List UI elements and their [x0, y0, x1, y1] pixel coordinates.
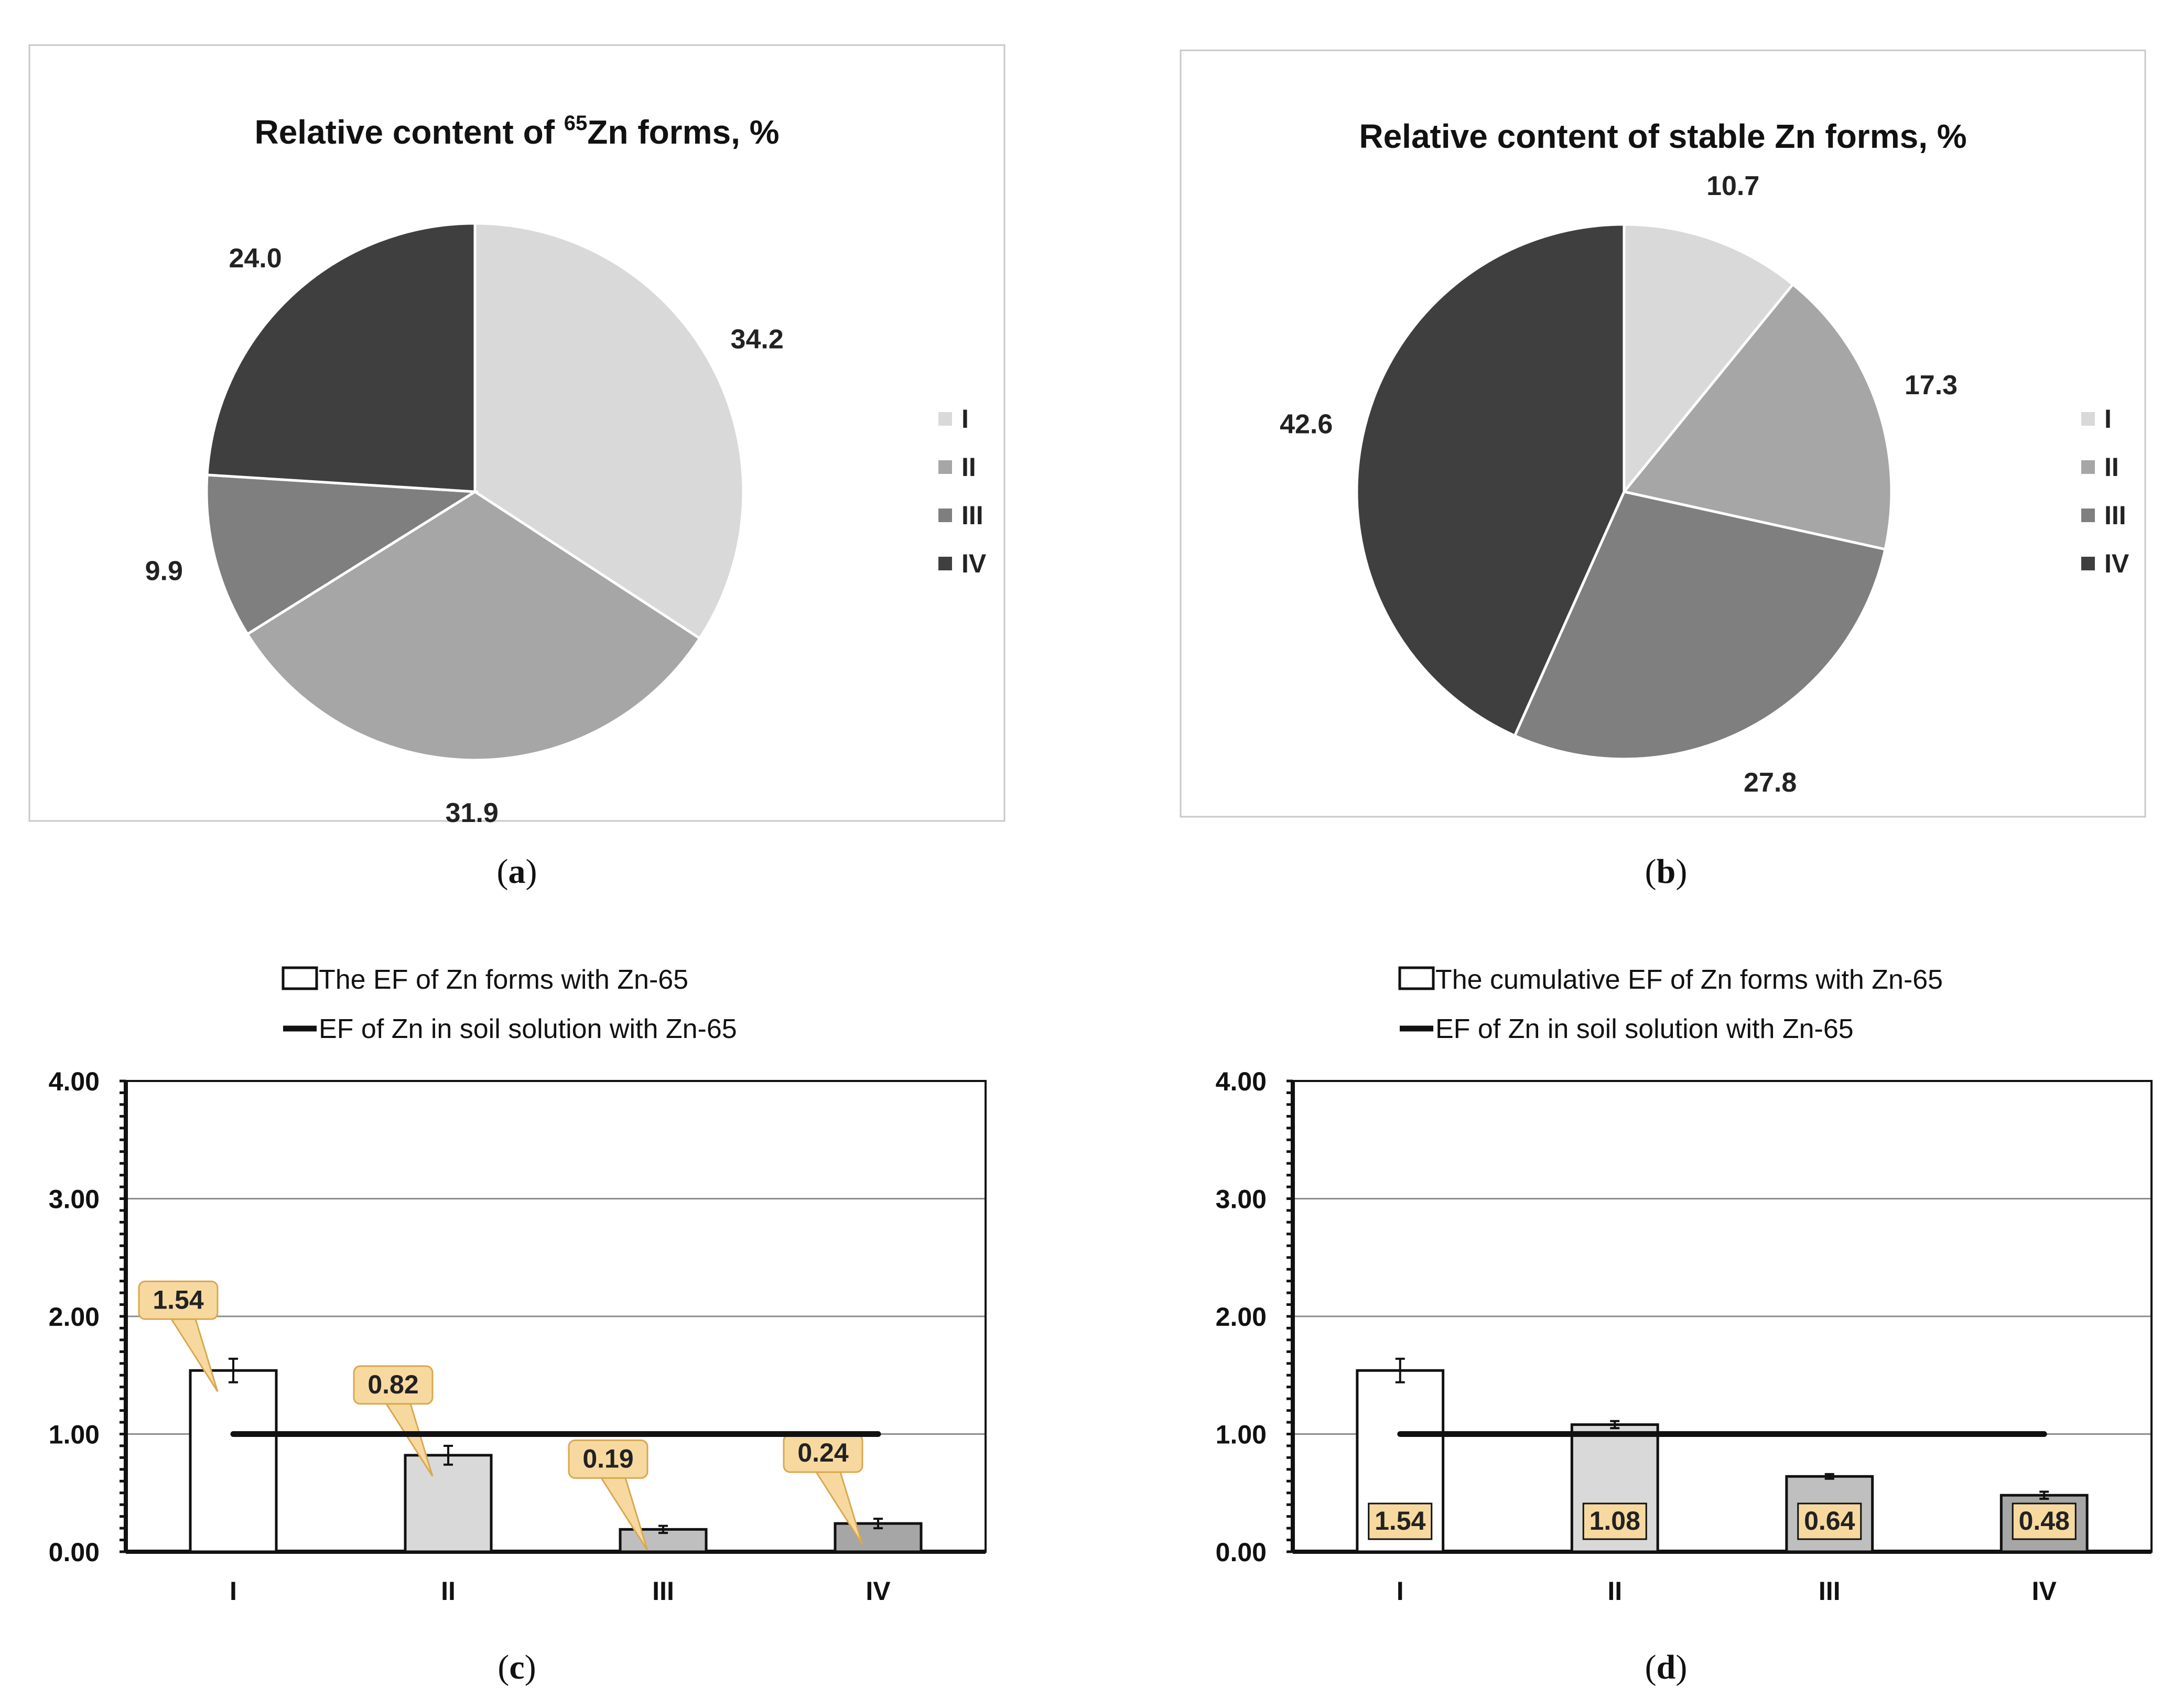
data-label-box	[1368, 1502, 1433, 1540]
legend-swatch-IV	[938, 557, 952, 570]
bar-chart-c: 0.00 1.00 2.00 3.00 4.00 I 1.54 II 0.82 III 0.19 IV…	[49, 1067, 987, 1606]
data-label-box	[2012, 1502, 2077, 1540]
pie-slice-I	[1623, 223, 1795, 496]
data-label: 0.19	[582, 1444, 633, 1473]
pie-slice-III	[1513, 490, 1887, 761]
x-tick-label-III: III	[1819, 1576, 1841, 1606]
x-tick-label-III: III	[652, 1576, 674, 1606]
caption-d: (d)	[1645, 1648, 1688, 1686]
bar-I	[189, 1369, 278, 1553]
pie-slice-IV	[206, 222, 477, 493]
legend-swatch-III	[938, 509, 952, 522]
pie-slice-II	[245, 490, 702, 762]
y-tick-label: 2.00	[49, 1302, 100, 1332]
legend-bar-swatch	[1398, 966, 1435, 990]
legend-swatch-I	[938, 412, 952, 426]
y-tick-label: 1.00	[49, 1420, 100, 1450]
data-label: 1.54	[153, 1285, 204, 1314]
legend-label-IV: IV	[961, 549, 987, 578]
pie-value-label: 17.3	[1905, 370, 1958, 401]
bar-chart-d: 0.00 1.00 2.00 3.00 4.00 I 1.54 II 1.08 III 0.64 IV…	[1216, 1067, 2153, 1606]
data-label: 0.64	[1804, 1506, 1855, 1535]
legend-line-label: EF of Zn in soil solution with Zn-65	[1435, 1014, 1854, 1044]
y-tick-label: 0.00	[49, 1538, 100, 1567]
chart-a-title: Relative content of 65Zn forms, %	[254, 112, 779, 151]
x-tick-label-I: I	[1397, 1576, 1404, 1606]
legend-label-IV: IV	[2104, 549, 2129, 578]
legend-swatch-II	[938, 460, 952, 474]
legend-label-III: III	[2104, 501, 2126, 530]
y-tick-label: 3.00	[49, 1185, 100, 1214]
y-tick-label: 0.00	[1216, 1538, 1267, 1567]
legend-swatch-III	[2081, 509, 2095, 522]
chart-d-legend: The cumulative EF of Zn forms with Zn-65…	[1398, 965, 1943, 1044]
legend-label-III: III	[961, 501, 983, 530]
pie-value-label: 31.9	[446, 798, 499, 828]
pie-value-label: 34.2	[731, 325, 784, 355]
bar-II	[404, 1454, 493, 1553]
pie-slice-II	[1621, 282, 1893, 551]
legend-bar-label: The EF of Zn forms with Zn-65	[319, 965, 688, 995]
legend-label-II: II	[2104, 452, 2119, 482]
data-label: 0.48	[2019, 1506, 2070, 1535]
x-tick-label-IV: IV	[866, 1576, 891, 1606]
pie-value-label: 42.6	[1280, 409, 1333, 439]
data-label: 0.82	[367, 1370, 418, 1399]
caption-c: (c)	[498, 1648, 536, 1686]
legend-label-II: II	[961, 452, 976, 482]
legend-bar-label: The cumulative EF of Zn forms with Zn-65	[1435, 965, 1943, 995]
data-label-box	[1797, 1502, 1862, 1540]
x-tick-label-IV: IV	[2032, 1576, 2057, 1606]
pie-value-label: 24.0	[229, 243, 282, 274]
y-tick-label: 1.00	[1216, 1420, 1267, 1450]
callout-box	[138, 1280, 219, 1320]
callout-box	[568, 1439, 648, 1479]
chart-c-legend: The EF of Zn forms with Zn-65 EF of Zn i…	[282, 965, 737, 1044]
legend-label-I: I	[2104, 404, 2112, 434]
pie-b: 10.7 17.3 27.8 42.6	[1280, 171, 1958, 798]
pie-value-label: 10.7	[1706, 171, 1759, 201]
legend-swatch-II	[2081, 460, 2095, 474]
data-label: 1.54	[1375, 1506, 1426, 1535]
y-tick-label: 3.00	[1216, 1185, 1267, 1214]
y-tick-label: 4.00	[1216, 1067, 1267, 1096]
legend-swatch-I	[2081, 412, 2095, 426]
caption-b: (b)	[1645, 852, 1688, 891]
legend-bar-swatch	[282, 966, 318, 990]
y-tick-label: 4.00	[49, 1067, 100, 1096]
data-label: 0.24	[797, 1438, 849, 1467]
data-label: 1.08	[1590, 1506, 1640, 1535]
y-tick-label: 2.00	[1216, 1302, 1267, 1332]
chart-b-title: Relative content of stable Zn forms, %	[1359, 117, 1966, 155]
x-tick-label-II: II	[1607, 1576, 1622, 1606]
pie-a: 34.2 31.9 9.9 24.0	[145, 222, 784, 828]
caption-a: (a)	[497, 852, 537, 891]
legend-swatch-IV	[2081, 557, 2095, 570]
callout-box	[353, 1365, 434, 1405]
pie-slice-IV	[1355, 223, 1626, 738]
x-tick-label-II: II	[441, 1576, 456, 1606]
pie-value-label: 9.9	[145, 556, 183, 586]
legend-label-I: I	[961, 404, 969, 434]
x-tick-label-I: I	[230, 1576, 237, 1606]
pie-value-label: 27.8	[1744, 767, 1797, 798]
legend-line-label: EF of Zn in soil solution with Zn-65	[319, 1014, 737, 1044]
pie-slice-III	[205, 473, 479, 636]
data-label-box	[1582, 1502, 1647, 1540]
